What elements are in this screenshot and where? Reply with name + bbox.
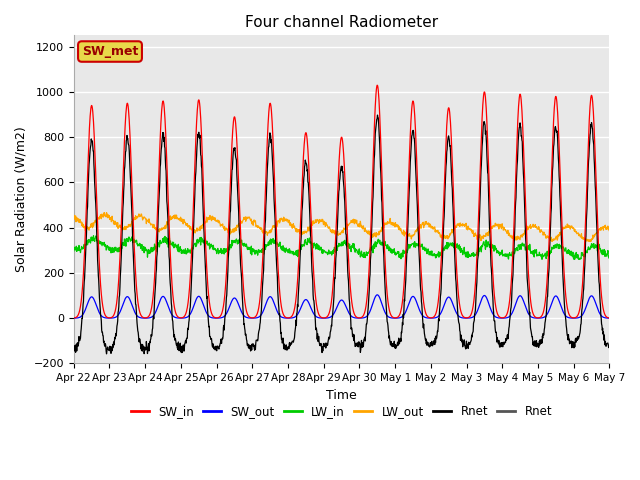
X-axis label: Time: Time [326,389,357,402]
Text: SW_met: SW_met [82,45,138,58]
Title: Four channel Radiometer: Four channel Radiometer [245,15,438,30]
Y-axis label: Solar Radiation (W/m2): Solar Radiation (W/m2) [15,127,28,272]
Legend: SW_in, SW_out, LW_in, LW_out, Rnet, Rnet: SW_in, SW_out, LW_in, LW_out, Rnet, Rnet [126,401,557,423]
